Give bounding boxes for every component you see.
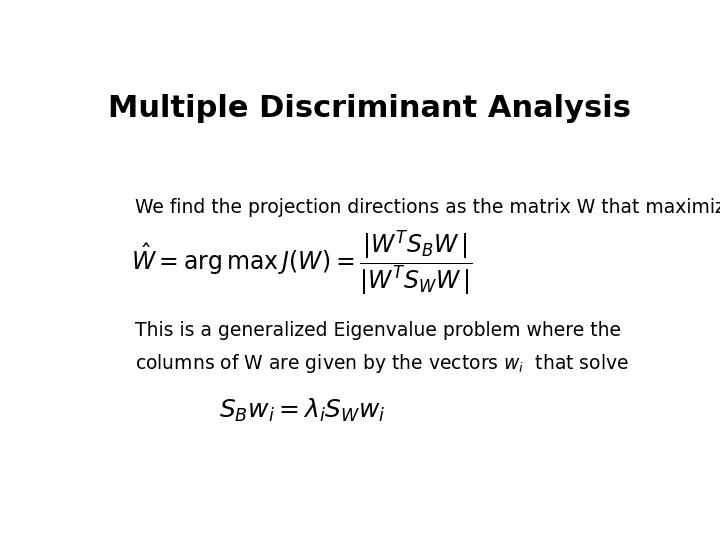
Text: This is a generalized Eigenvalue problem where the: This is a generalized Eigenvalue problem… (135, 321, 621, 340)
Text: Multiple Discriminant Analysis: Multiple Discriminant Analysis (107, 94, 631, 123)
Text: $S_B w_i = \lambda_i S_W w_i$: $S_B w_i = \lambda_i S_W w_i$ (219, 396, 385, 423)
Text: $\hat{W} = \mathrm{arg\,max}\, J(W) = \dfrac{|W^T S_B W\,|}{|W^T S_W W\,|}$: $\hat{W} = \mathrm{arg\,max}\, J(W) = \d… (131, 228, 473, 297)
Text: We find the projection directions as the matrix W that maximizes: We find the projection directions as the… (135, 198, 720, 217)
Text: columns of W are given by the vectors $w_i$  that solve: columns of W are given by the vectors $w… (135, 352, 629, 375)
